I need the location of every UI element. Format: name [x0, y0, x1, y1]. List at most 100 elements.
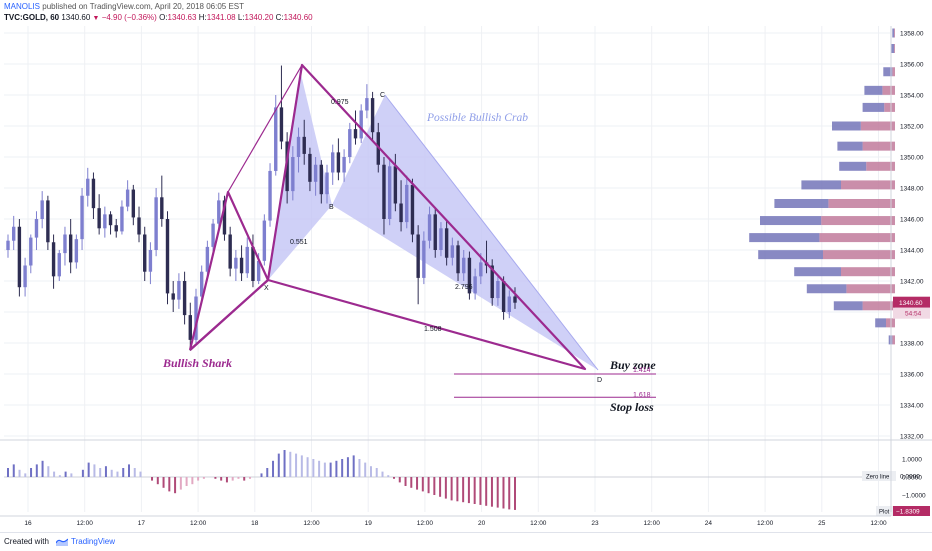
- candle-body: [143, 234, 147, 272]
- candle-body: [427, 214, 432, 241]
- candle-body: [97, 208, 101, 229]
- volume-profile-down-bar: [862, 301, 895, 311]
- point-d-label: D: [597, 377, 602, 384]
- candle-body: [256, 260, 261, 281]
- volume-profile-down-bar: [866, 161, 895, 171]
- time-axis[interactable]: 16 12:00 17 12:00 18 12:00 19 12:00 20 12:00 23 12:…: [0, 515, 891, 527]
- price-axis[interactable]: 1358.00 1356.00 1354.00 1352.00 1350.00 1348.…: [890, 26, 930, 512]
- volume-profile-down-bar: [862, 141, 895, 151]
- candle-body: [296, 136, 301, 157]
- candle-body: [319, 164, 324, 195]
- candle-body: [467, 257, 472, 294]
- candle-body: [251, 246, 255, 281]
- zero-line-value: 0.0000: [900, 474, 920, 481]
- time-tick-label: 12:00: [190, 520, 207, 527]
- candle-body: [416, 234, 420, 278]
- volume-profile-down-bar: [823, 250, 895, 260]
- price-tick-label: 1352.00: [900, 124, 924, 131]
- volume-profile-down-bar: [882, 85, 895, 95]
- candle-body: [513, 296, 517, 303]
- low-label: L:: [237, 13, 245, 22]
- candle-body: [165, 219, 170, 294]
- candle-body: [353, 129, 358, 139]
- candle-body: [370, 98, 375, 133]
- close-value: 1340.60: [283, 13, 313, 22]
- price-tick-label: 1348.00: [900, 186, 924, 193]
- countdown-tag: 54:54: [905, 311, 922, 318]
- candle-body: [365, 98, 369, 111]
- author-link[interactable]: MANOLIS: [4, 2, 41, 11]
- level-1-414-label: 1.414: [633, 367, 651, 374]
- oscillator-tick-label: −1.0000: [902, 493, 926, 500]
- tradingview-logo-icon: [56, 538, 68, 546]
- volume-profile-down-bar: [894, 28, 895, 38]
- volume-profile-down-bar: [821, 216, 895, 226]
- time-tick-label: 18: [251, 520, 259, 527]
- volume-profile-down-bar: [828, 199, 895, 208]
- countdown-tag-bg: [893, 307, 930, 319]
- candle-body: [507, 296, 512, 312]
- bullish-shark-label: Bullish Shark: [162, 356, 232, 370]
- time-tick-label: 20: [478, 520, 486, 527]
- symbol-label[interactable]: TVC:GOLD, 60: [4, 13, 60, 22]
- buy-zone-label: Buy zone: [609, 358, 656, 372]
- candle-body: [462, 257, 466, 274]
- chart-canvas[interactable]: Bullish Shark Possible Bullish Crab Buy …: [0, 0, 932, 532]
- possible-bullish-crab-label: Possible Bullish Crab: [426, 112, 528, 124]
- price-tick-label: 1356.00: [900, 62, 924, 69]
- created-with-text: Created with: [4, 537, 49, 546]
- volume-profile-down-bar: [892, 335, 895, 345]
- price-tick-label: 1334.00: [900, 403, 924, 410]
- candle-body: [234, 257, 238, 269]
- time-tick-label: 12:00: [870, 520, 887, 527]
- candle-body: [450, 245, 455, 258]
- price-tick-label: 1346.00: [900, 217, 924, 224]
- candle-body: [199, 271, 204, 297]
- candle-body: [439, 228, 443, 250]
- close-label: C:: [275, 13, 284, 22]
- time-tick-label: 12:00: [417, 520, 434, 527]
- open-label: O:: [159, 13, 168, 22]
- candle-body: [313, 164, 318, 182]
- ohlc-line: TVC:GOLD, 60 1340.60 ▼ −4.90 (−0.36%) O:…: [4, 12, 313, 24]
- candle-body: [268, 170, 272, 221]
- crab-pattern-fill: [268, 70, 598, 370]
- price-tick-label: 1332.00: [900, 434, 924, 441]
- ratio-1-508: 1.508: [424, 326, 442, 333]
- candle-body: [473, 276, 477, 294]
- volume-profile-down-bar: [841, 180, 895, 190]
- volume-profile: [749, 28, 895, 345]
- oscillator-tick-label: 0.0000: [902, 475, 922, 482]
- candle-body: [262, 220, 267, 261]
- plot-value-bg: [893, 506, 930, 516]
- candle-body: [479, 262, 483, 277]
- volume-profile-down-bar: [892, 67, 895, 77]
- fib-levels: [454, 373, 656, 398]
- time-tick-label: 19: [365, 520, 373, 527]
- candle-body: [120, 206, 124, 232]
- published-text: published on TradingView.com, April 20, …: [42, 2, 245, 11]
- point-x-label: X: [264, 285, 269, 292]
- high-label: H:: [198, 13, 207, 22]
- candle-body: [387, 166, 392, 219]
- candle-body: [171, 293, 175, 300]
- candle-body: [68, 234, 73, 263]
- candle-body: [63, 234, 67, 254]
- candle-body: [6, 240, 10, 250]
- candle-body: [217, 200, 221, 224]
- candle-body: [74, 239, 79, 263]
- last-price-tag-bg: [893, 296, 930, 308]
- down-arrow-icon: ▼: [92, 15, 100, 22]
- time-tick-label: 25: [818, 520, 826, 527]
- time-tick-label: 12:00: [757, 520, 774, 527]
- tradingview-brand-link[interactable]: TradingView: [71, 537, 116, 546]
- candle-body: [148, 250, 153, 272]
- candle-body: [86, 178, 90, 196]
- volume-profile-down-bar: [841, 267, 895, 277]
- ratio-0-975: 0.975: [331, 99, 349, 106]
- candle-body: [23, 265, 27, 288]
- chart-header: MANOLIS published on TradingView.com, Ap…: [0, 0, 932, 24]
- candle-body: [211, 223, 215, 247]
- volume-profile-up-bar: [833, 301, 863, 311]
